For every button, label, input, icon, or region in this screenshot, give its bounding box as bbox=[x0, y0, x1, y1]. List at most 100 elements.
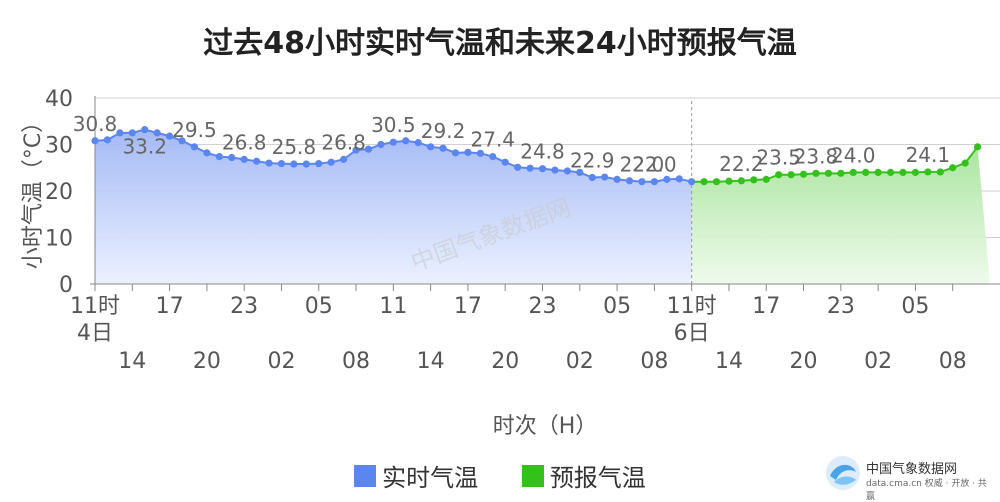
forecast-point bbox=[712, 178, 721, 186]
forecast-point bbox=[899, 168, 907, 176]
x-tick-label-top: 17 bbox=[752, 294, 780, 319]
observed-point bbox=[91, 137, 99, 145]
observed-point bbox=[165, 132, 174, 140]
observed-point bbox=[439, 144, 447, 152]
observed-point bbox=[290, 160, 298, 168]
y-axis-label: 小时气温（°C） bbox=[21, 111, 46, 269]
observed-point bbox=[389, 138, 397, 146]
observed-data-label: 26.8 bbox=[321, 130, 366, 154]
forecast-point bbox=[949, 164, 957, 172]
forecast-data-label: 24.0 bbox=[831, 143, 876, 167]
observed-data-label: 26.8 bbox=[222, 130, 267, 154]
observed-point bbox=[364, 145, 373, 153]
observed-point bbox=[302, 160, 310, 168]
forecast-point bbox=[737, 177, 745, 185]
x-tick-label-bottom: 08 bbox=[939, 349, 967, 374]
forecast-point bbox=[874, 168, 882, 176]
forecast-point bbox=[762, 175, 770, 183]
observed-point bbox=[315, 159, 323, 168]
forecast-point bbox=[750, 176, 758, 184]
x-tick-label-bottom: 02 bbox=[267, 349, 295, 374]
observed-data-label: 25.8 bbox=[272, 135, 317, 159]
x-tick-label-bottom: 14 bbox=[118, 349, 146, 374]
legend-item-observed: 实时气温 bbox=[354, 458, 478, 493]
observed-data-label: 22.0 bbox=[620, 153, 665, 177]
x-tick-label-bottom: 02 bbox=[864, 349, 892, 374]
y-tick-label: 40 bbox=[45, 87, 73, 112]
y-tick-label: 30 bbox=[45, 134, 73, 159]
x-tick-label-bottom: 14 bbox=[417, 349, 445, 374]
observed-point bbox=[128, 129, 136, 137]
forecast-data-label: 23.5 bbox=[756, 146, 801, 170]
data-labels: 30.833.229.526.8 25.8 26.830.5 29.2 27.424.8… bbox=[73, 112, 950, 177]
x-tick-label-bottom: 14 bbox=[715, 349, 743, 374]
observed-data-label: 30.5 bbox=[371, 113, 416, 137]
legend-swatch-observed bbox=[354, 464, 377, 487]
observed-point bbox=[215, 152, 223, 161]
x-tick-label-top: 17 bbox=[156, 294, 184, 319]
chart-title: 过去48小时实时气温和未来24小时预报气温 bbox=[203, 26, 797, 61]
forecast-point bbox=[886, 168, 895, 176]
observed-point bbox=[638, 178, 646, 186]
observed-point bbox=[476, 149, 484, 157]
observed-point bbox=[178, 137, 186, 145]
x-tick-label-bottom: 08 bbox=[640, 349, 668, 374]
forecast-point bbox=[700, 178, 708, 186]
observed-point bbox=[675, 175, 683, 183]
observed-point bbox=[377, 140, 385, 149]
observed-point bbox=[526, 164, 534, 172]
observed-point bbox=[663, 175, 671, 183]
observed-point bbox=[402, 137, 410, 145]
observed-point bbox=[650, 178, 658, 186]
legend-item-forecast: 预报气温 bbox=[521, 458, 646, 493]
legend-swatch-forecast bbox=[521, 464, 544, 487]
x-tick-label-date: 6日 bbox=[674, 321, 710, 346]
y-tick-label: 0 bbox=[59, 273, 73, 298]
forecast-point bbox=[799, 170, 808, 178]
x-tick-label-top: 05 bbox=[901, 294, 929, 319]
observed-point bbox=[514, 163, 522, 171]
forecast-point bbox=[936, 168, 944, 176]
observed-point bbox=[252, 157, 261, 165]
observed-point bbox=[190, 143, 199, 151]
forecast-data-label: 23.8 bbox=[794, 144, 839, 168]
forecast-point bbox=[837, 169, 845, 177]
x-tick-label-top: 23 bbox=[529, 294, 557, 319]
observed-point bbox=[141, 126, 149, 134]
legend-label-observed: 实时气温 bbox=[382, 464, 479, 492]
observed-point bbox=[464, 148, 472, 157]
legend-label-forecast: 预报气温 bbox=[549, 464, 646, 492]
y-tick-label: 10 bbox=[45, 227, 73, 252]
observed-point bbox=[688, 178, 696, 186]
logo-url: data.cma.cn 权威 · 开放 · 共赢 bbox=[866, 479, 987, 502]
observed-point bbox=[427, 143, 435, 151]
forecast-point bbox=[787, 171, 795, 179]
x-tick-label-top: 23 bbox=[827, 294, 855, 319]
observed-data-label: 29.2 bbox=[421, 119, 466, 143]
observed-point bbox=[625, 177, 634, 185]
x-tick-label-bottom: 08 bbox=[342, 349, 370, 374]
forecast-point bbox=[824, 169, 833, 177]
forecast-point bbox=[973, 143, 982, 151]
observed-point bbox=[489, 152, 497, 161]
observed-data-label: 30.8 bbox=[73, 112, 118, 136]
x-tick-label-date: 4日 bbox=[77, 321, 113, 346]
forecast-point bbox=[961, 159, 969, 167]
observed-point bbox=[538, 165, 547, 173]
x-tick-label-bottom: 20 bbox=[491, 349, 519, 374]
observed-point bbox=[613, 175, 621, 183]
observed-point bbox=[352, 146, 360, 154]
axes: 0 10 20 30 40 11时 14 17 20 23 02 05 08 11 14 17 20 23 02 05… bbox=[45, 87, 1000, 374]
observed-data-label: 33.2 bbox=[122, 135, 167, 159]
data-points bbox=[91, 126, 982, 186]
observed-point bbox=[340, 155, 348, 163]
observed-point bbox=[601, 173, 609, 181]
x-tick-label-top: 05 bbox=[603, 294, 631, 319]
forecast-data-label: 22.2 bbox=[719, 152, 764, 176]
x-tick-label-bottom: 02 bbox=[566, 349, 594, 374]
legend: 实时气温 预报气温 bbox=[0, 458, 1000, 493]
forecast-point bbox=[812, 169, 820, 177]
x-tick-label-top: 17 bbox=[454, 294, 482, 319]
x-tick-label-bottom: 20 bbox=[193, 349, 221, 374]
